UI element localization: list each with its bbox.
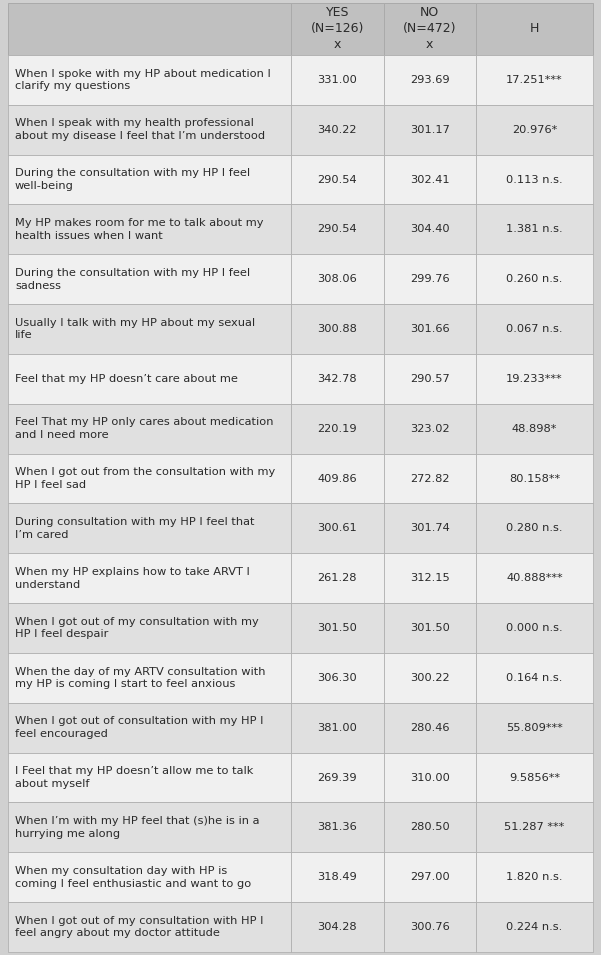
Text: When I’m with my HP feel that (s)he is in a
hurrying me along: When I’m with my HP feel that (s)he is i…	[15, 816, 260, 838]
Bar	[383, 852, 476, 902]
Bar	[476, 753, 593, 802]
Bar	[291, 204, 383, 254]
Bar	[383, 703, 476, 753]
Bar	[291, 55, 383, 105]
Text: 306.30: 306.30	[317, 673, 357, 683]
Bar	[476, 503, 593, 553]
Bar	[476, 454, 593, 503]
Bar	[8, 404, 291, 454]
Bar	[8, 852, 291, 902]
Bar	[291, 553, 383, 604]
Text: 409.86: 409.86	[317, 474, 357, 483]
Text: I Feel that my HP doesn’t allow me to talk
about myself: I Feel that my HP doesn’t allow me to ta…	[15, 766, 254, 789]
Bar	[383, 55, 476, 105]
Text: Usually I talk with my HP about my sexual
life: Usually I talk with my HP about my sexua…	[15, 318, 255, 341]
Text: 261.28: 261.28	[317, 573, 357, 584]
Text: 0.164 n.s.: 0.164 n.s.	[506, 673, 563, 683]
Text: 342.78: 342.78	[317, 374, 357, 384]
Bar	[291, 753, 383, 802]
Bar	[383, 454, 476, 503]
Text: 302.41: 302.41	[410, 175, 450, 184]
Text: 300.88: 300.88	[317, 324, 357, 334]
Text: 318.49: 318.49	[317, 872, 357, 882]
Text: 20.976*: 20.976*	[512, 125, 557, 135]
Text: When my HP explains how to take ARVT I
understand: When my HP explains how to take ARVT I u…	[15, 567, 250, 589]
Bar	[8, 354, 291, 404]
Bar	[383, 404, 476, 454]
Bar	[383, 604, 476, 653]
Bar	[8, 254, 291, 304]
Text: When I spoke with my HP about medication I
clarify my questions: When I spoke with my HP about medication…	[15, 69, 271, 92]
Bar	[8, 454, 291, 503]
Text: 301.50: 301.50	[410, 623, 450, 633]
Text: During the consultation with my HP I feel
sadness: During the consultation with my HP I fee…	[15, 267, 250, 290]
Bar	[476, 254, 593, 304]
Text: NO
(N=472)
x: NO (N=472) x	[403, 7, 457, 52]
Text: 300.76: 300.76	[410, 923, 450, 932]
Text: 310.00: 310.00	[410, 773, 450, 782]
Text: During the consultation with my HP I feel
well-being: During the consultation with my HP I fee…	[15, 168, 250, 191]
Bar	[291, 155, 383, 204]
Bar	[291, 653, 383, 703]
Bar	[8, 604, 291, 653]
Text: 269.39: 269.39	[317, 773, 357, 782]
Text: When I got out of my consultation with HP I
feel angry about my doctor attitude: When I got out of my consultation with H…	[15, 916, 263, 939]
Bar	[476, 55, 593, 105]
Bar	[476, 304, 593, 354]
Bar	[383, 753, 476, 802]
Text: 1.820 n.s.: 1.820 n.s.	[506, 872, 563, 882]
Text: 293.69: 293.69	[410, 74, 450, 85]
Bar	[476, 3, 593, 55]
Text: When I got out of consultation with my HP I
feel encouraged: When I got out of consultation with my H…	[15, 716, 263, 739]
Bar	[383, 304, 476, 354]
Text: 290.54: 290.54	[317, 175, 357, 184]
Text: 299.76: 299.76	[410, 274, 450, 285]
Bar	[291, 3, 383, 55]
Bar	[476, 802, 593, 852]
Bar	[291, 404, 383, 454]
Bar	[476, 204, 593, 254]
Text: 381.00: 381.00	[317, 723, 357, 732]
Text: 301.66: 301.66	[410, 324, 450, 334]
Text: 312.15: 312.15	[410, 573, 450, 584]
Bar	[383, 3, 476, 55]
Text: 323.02: 323.02	[410, 424, 450, 434]
Bar	[291, 454, 383, 503]
Bar	[476, 703, 593, 753]
Text: 0.067 n.s.: 0.067 n.s.	[506, 324, 563, 334]
Text: 19.233***: 19.233***	[506, 374, 563, 384]
Text: 290.57: 290.57	[410, 374, 450, 384]
Text: 1.381 n.s.: 1.381 n.s.	[506, 224, 563, 234]
Text: 308.06: 308.06	[317, 274, 357, 285]
Bar	[476, 653, 593, 703]
Text: 301.17: 301.17	[410, 125, 450, 135]
Text: 55.809***: 55.809***	[506, 723, 563, 732]
Text: 331.00: 331.00	[317, 74, 357, 85]
Text: My HP makes room for me to talk about my
health issues when I want: My HP makes room for me to talk about my…	[15, 218, 263, 241]
Bar	[8, 55, 291, 105]
Bar	[476, 404, 593, 454]
Bar	[291, 254, 383, 304]
Bar	[8, 802, 291, 852]
Text: Feel That my HP only cares about medication
and I need more: Feel That my HP only cares about medicat…	[15, 417, 273, 440]
Text: 17.251***: 17.251***	[506, 74, 563, 85]
Text: 220.19: 220.19	[317, 424, 357, 434]
Text: 272.82: 272.82	[410, 474, 450, 483]
Text: 0.280 n.s.: 0.280 n.s.	[506, 523, 563, 534]
Bar	[291, 703, 383, 753]
Bar	[291, 604, 383, 653]
Bar	[476, 852, 593, 902]
Bar	[476, 155, 593, 204]
Text: 9.5856**: 9.5856**	[509, 773, 560, 782]
Bar	[383, 155, 476, 204]
Text: 297.00: 297.00	[410, 872, 450, 882]
Bar	[8, 653, 291, 703]
Bar	[291, 852, 383, 902]
Bar	[383, 354, 476, 404]
Bar	[8, 105, 291, 155]
Text: 304.40: 304.40	[410, 224, 450, 234]
Text: 51.287 ***: 51.287 ***	[504, 822, 564, 833]
Text: 304.28: 304.28	[317, 923, 357, 932]
Bar	[383, 204, 476, 254]
Text: When I got out from the consultation with my
HP I feel sad: When I got out from the consultation wit…	[15, 467, 275, 490]
